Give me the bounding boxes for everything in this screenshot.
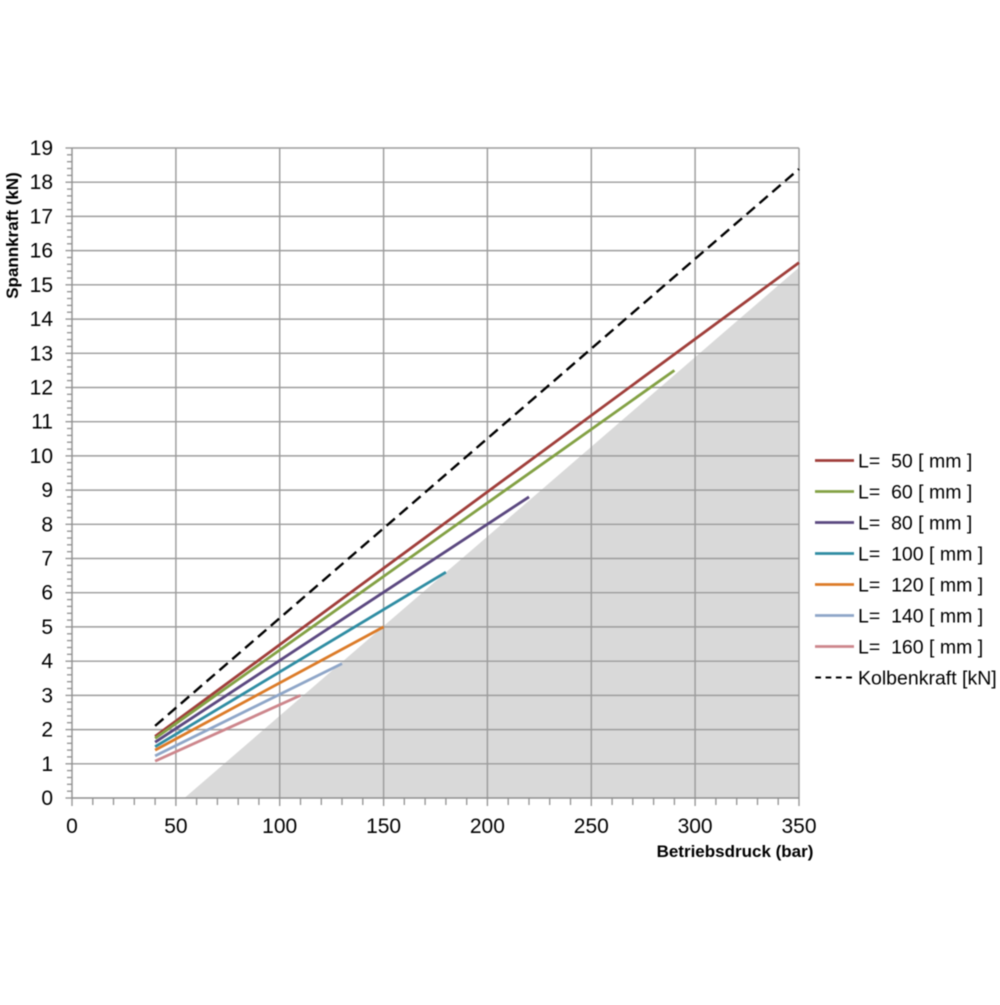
svg-text:4: 4 <box>41 650 53 673</box>
svg-text:50: 50 <box>164 815 187 838</box>
svg-text:L= 160 [ mm ]: L= 160 [ mm ] <box>858 637 983 659</box>
svg-text:10: 10 <box>30 445 53 468</box>
svg-text:17: 17 <box>30 205 53 228</box>
svg-text:Kolbenkraft [kN]: Kolbenkraft [kN] <box>858 668 997 690</box>
svg-text:L= 80 [ mm ]: L= 80 [ mm ] <box>858 513 972 535</box>
svg-text:200: 200 <box>470 815 505 838</box>
svg-text:L= 120 [ mm ]: L= 120 [ mm ] <box>858 575 983 597</box>
svg-text:0: 0 <box>41 787 53 810</box>
svg-text:16: 16 <box>30 240 53 263</box>
svg-text:1: 1 <box>41 753 53 776</box>
svg-text:14: 14 <box>30 308 54 331</box>
svg-text:250: 250 <box>574 815 609 838</box>
svg-text:15: 15 <box>30 274 53 297</box>
svg-text:350: 350 <box>781 815 816 838</box>
svg-text:6: 6 <box>41 582 53 605</box>
svg-text:19: 19 <box>30 137 53 160</box>
svg-text:7: 7 <box>41 548 53 571</box>
svg-text:8: 8 <box>41 513 53 536</box>
svg-text:150: 150 <box>366 815 401 838</box>
svg-text:Spannkraft (kN): Spannkraft (kN) <box>3 172 22 299</box>
svg-text:5: 5 <box>41 616 53 639</box>
svg-text:L= 100 [ mm ]: L= 100 [ mm ] <box>858 544 983 566</box>
svg-text:18: 18 <box>30 171 53 194</box>
svg-text:L= 140 [ mm ]: L= 140 [ mm ] <box>858 606 983 628</box>
svg-text:0: 0 <box>66 815 78 838</box>
svg-text:13: 13 <box>30 342 53 365</box>
svg-text:300: 300 <box>678 815 713 838</box>
svg-text:9: 9 <box>41 479 53 502</box>
svg-text:L= 50 [ mm ]: L= 50 [ mm ] <box>858 451 972 473</box>
svg-text:2: 2 <box>41 719 53 742</box>
svg-text:100: 100 <box>262 815 297 838</box>
svg-text:L= 60 [ mm ]: L= 60 [ mm ] <box>858 482 972 504</box>
svg-text:3: 3 <box>41 684 53 707</box>
svg-text:11: 11 <box>31 411 53 434</box>
svg-text:12: 12 <box>30 377 53 400</box>
svg-text:Betriebsdruck (bar): Betriebsdruck (bar) <box>657 842 814 861</box>
